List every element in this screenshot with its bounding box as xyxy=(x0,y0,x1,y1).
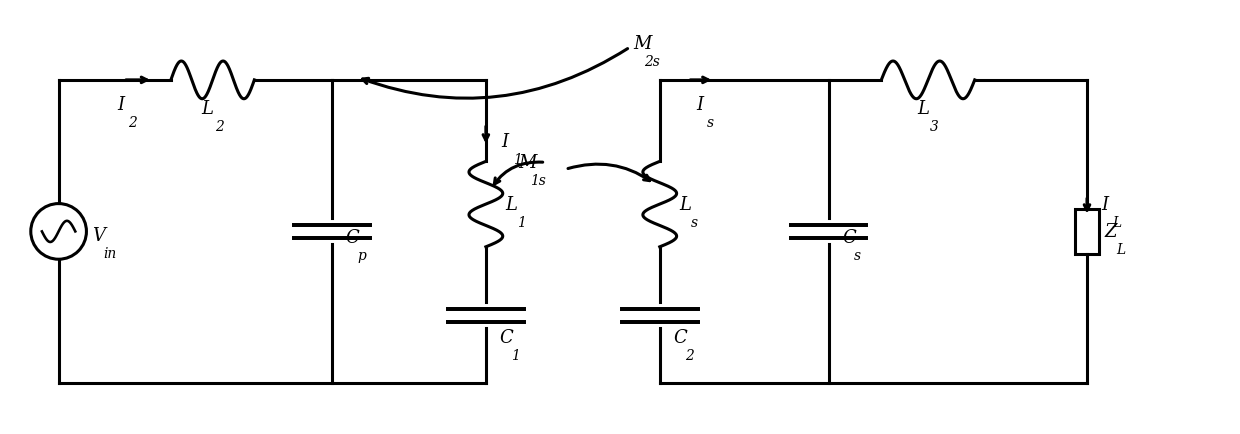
Text: C: C xyxy=(500,329,513,346)
Text: L: L xyxy=(1112,215,1121,229)
Text: I: I xyxy=(502,133,508,151)
Text: 1: 1 xyxy=(511,349,520,362)
Text: s: s xyxy=(691,216,698,230)
Text: 2: 2 xyxy=(215,119,223,133)
Text: 2: 2 xyxy=(128,115,136,129)
Text: 2s: 2s xyxy=(645,55,660,69)
Text: C: C xyxy=(673,329,687,346)
Text: I: I xyxy=(118,95,125,113)
Text: in: in xyxy=(104,247,117,261)
Text: C: C xyxy=(346,229,360,247)
Text: L: L xyxy=(918,99,929,118)
Text: L: L xyxy=(202,99,213,118)
Text: M: M xyxy=(518,154,537,172)
Text: V: V xyxy=(93,227,105,245)
Text: C: C xyxy=(842,229,857,247)
Text: L: L xyxy=(506,196,518,214)
Text: I: I xyxy=(696,95,703,113)
Text: 3: 3 xyxy=(930,119,939,133)
Text: s: s xyxy=(707,115,714,129)
Bar xyxy=(1075,209,1099,255)
Text: M: M xyxy=(632,35,651,53)
Text: L: L xyxy=(680,196,692,214)
Text: Z: Z xyxy=(1105,223,1117,241)
Text: L: L xyxy=(1116,243,1126,257)
Text: p: p xyxy=(357,249,366,263)
Text: 1: 1 xyxy=(517,216,526,230)
Text: 1s: 1s xyxy=(529,174,546,188)
Text: 2: 2 xyxy=(684,349,693,362)
Text: I: I xyxy=(1101,195,1109,213)
Text: s: s xyxy=(854,249,861,263)
Text: 1: 1 xyxy=(513,153,522,167)
